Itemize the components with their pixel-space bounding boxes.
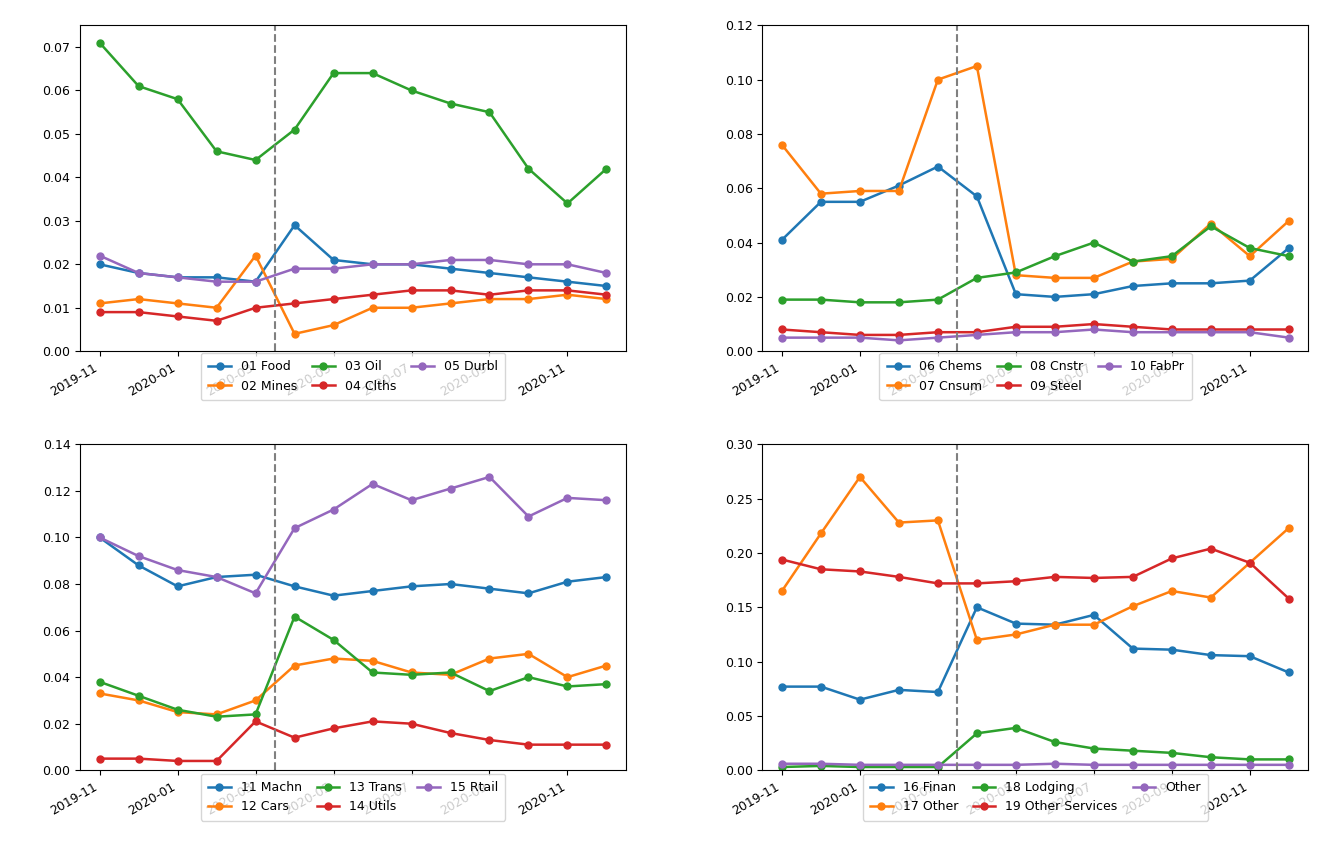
- Legend: 16 Finan, 17 Other, 18 Lodging, 19 Other Services, Other: 16 Finan, 17 Other, 18 Lodging, 19 Other…: [862, 774, 1208, 821]
- Legend: 11 Machn, 12 Cars, 13 Trans, 14 Utils, 15 Rtail: 11 Machn, 12 Cars, 13 Trans, 14 Utils, 1…: [200, 774, 506, 821]
- Legend: 01 Food, 02 Mines, 03 Oil, 04 Clths, 05 Durbl: 01 Food, 02 Mines, 03 Oil, 04 Clths, 05 …: [202, 353, 505, 400]
- Legend: 06 Chems, 07 Cnsum, 08 Cnstr, 09 Steel, 10 FabPr: 06 Chems, 07 Cnsum, 08 Cnstr, 09 Steel, …: [878, 353, 1192, 400]
